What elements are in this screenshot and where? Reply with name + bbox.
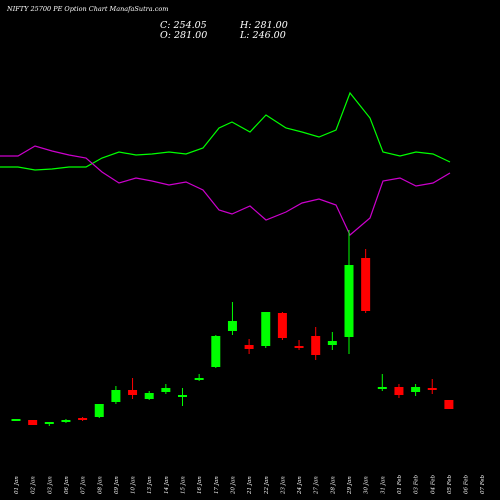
close-value: C: 254.05: [160, 20, 207, 31]
x-tick-label: 10 Jan: [131, 476, 137, 494]
candle-body: [28, 420, 38, 425]
candle-body: [311, 336, 321, 355]
x-tick-label: 04 Feb: [430, 474, 436, 494]
candle-body: [128, 390, 138, 395]
candle-body: [394, 387, 404, 395]
indicator-line-green: [0, 91, 451, 171]
x-tick-label: 07 Feb: [480, 474, 486, 494]
candle-body: [361, 258, 371, 311]
open-value: O: 281.00: [160, 30, 208, 41]
candle-body: [427, 388, 437, 390]
candle-body: [244, 345, 254, 349]
x-tick-label: 05 Feb: [447, 474, 453, 494]
x-tick-label: 17 Jan: [214, 476, 220, 494]
x-tick-label: 03 Feb: [414, 474, 420, 494]
candle-body: [444, 400, 454, 409]
candle-body: [294, 346, 304, 348]
x-tick-label: 27 Jan: [314, 476, 320, 495]
candle-body: [411, 387, 421, 392]
candles-group: [11, 230, 454, 426]
x-tick-label: 24 Jan: [297, 476, 303, 495]
candle-body: [377, 387, 387, 389]
x-tick-label: 22 Jan: [264, 476, 270, 495]
candle-body: [211, 336, 221, 367]
x-tick-label: 06 Jan: [64, 476, 70, 494]
chart-title: NIFTY 25700 PE Option Chart ManafaSutra.…: [7, 5, 169, 13]
candle-body: [61, 420, 71, 422]
x-axis-labels: 01 Jan 02 Jan 03 Jan 06 Jan 07 Jan 08 Jan 09 J…: [14, 474, 486, 495]
candle-body: [178, 395, 187, 397]
x-tick-label: 15 Jan: [181, 476, 187, 494]
x-tick-label: 20 Jan: [230, 476, 236, 495]
x-tick-label: 01 Jan: [14, 476, 20, 494]
x-tick-label: 16 Jan: [197, 476, 203, 494]
x-tick-label: 21 Jan: [247, 476, 253, 495]
x-tick-label: 08 Jan: [97, 476, 103, 494]
x-tick-label: 02 Jan: [31, 476, 37, 494]
x-tick-label: 03 Jan: [47, 476, 53, 494]
x-tick-label: 09 Jan: [114, 476, 120, 494]
x-tick-label: 06 Feb: [464, 474, 470, 494]
x-tick-label: 29 Jan: [347, 476, 353, 495]
candle-body: [161, 388, 171, 392]
candle-body: [277, 313, 287, 338]
x-tick-label: 23 Jan: [280, 476, 286, 495]
candle-body: [344, 265, 354, 337]
candle-body: [44, 422, 54, 424]
x-tick-label: 01 Feb: [397, 474, 403, 494]
low-value: L: 246.00: [240, 30, 286, 41]
x-tick-label: 28 Jan: [330, 476, 336, 495]
x-tick-label: 14 Jan: [164, 476, 170, 494]
high-value: H: 281.00: [240, 20, 288, 31]
candle-body: [144, 393, 154, 399]
candle-body: [327, 341, 337, 345]
candle-body: [94, 404, 104, 417]
x-tick-label: 13 Jan: [147, 476, 153, 494]
candle-body: [227, 321, 237, 331]
x-tick-label: 07 Jan: [81, 476, 87, 494]
candle-body: [111, 390, 121, 402]
indicator-line-magenta: [0, 145, 451, 236]
candle-body: [11, 419, 21, 421]
x-tick-label: 31 Jan: [380, 476, 386, 494]
candle-body: [194, 378, 204, 380]
candle-body: [78, 418, 88, 420]
candle-body: [261, 312, 271, 346]
x-tick-label: 30 Jan: [364, 476, 370, 494]
